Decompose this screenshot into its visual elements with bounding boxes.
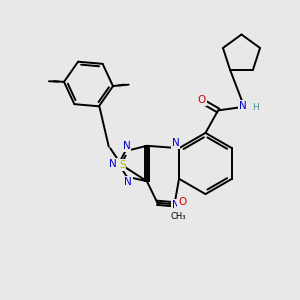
Text: N: N <box>123 141 130 151</box>
Text: O: O <box>198 95 206 105</box>
Text: N: N <box>124 177 132 187</box>
Text: CH₃: CH₃ <box>170 212 186 221</box>
Text: N: N <box>239 101 247 111</box>
Text: O: O <box>178 197 186 207</box>
Text: H: H <box>252 103 259 112</box>
Text: N: N <box>172 138 179 148</box>
Text: S: S <box>119 160 126 170</box>
Text: N: N <box>110 159 117 169</box>
Text: N: N <box>172 200 180 210</box>
